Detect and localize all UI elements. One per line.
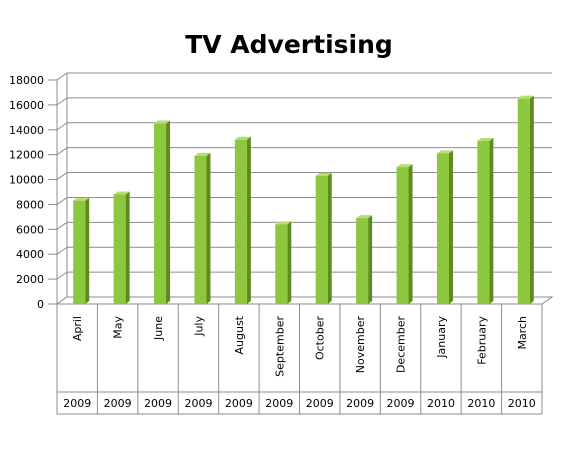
gridline-diag: [56, 271, 68, 280]
x-tick-label: November: [354, 316, 367, 374]
bar-top: [356, 215, 373, 219]
bar-top: [154, 120, 171, 124]
bar-side: [408, 164, 413, 304]
chart-title: TV Advertising: [185, 30, 393, 59]
gridline-diag: [56, 246, 68, 255]
bar-front: [477, 140, 490, 304]
gridline-diag: [56, 97, 68, 106]
y-tick-label: 2000: [16, 273, 44, 286]
bar-top: [275, 221, 292, 225]
x-year-label: 2010: [508, 397, 536, 410]
y-tick-label: 4000: [16, 248, 44, 261]
bar-front: [356, 218, 369, 304]
y-tick-label: 6000: [16, 223, 44, 236]
bar-top: [234, 136, 251, 140]
x-tick-label: June: [152, 316, 165, 341]
bar: [517, 95, 534, 305]
bar-side: [529, 95, 534, 305]
bar: [275, 221, 292, 304]
bar-top: [477, 137, 494, 141]
x-tick-label: January: [435, 316, 448, 359]
x-year-label: 2009: [387, 397, 415, 410]
x-tick-label: December: [395, 316, 408, 374]
bar-front: [113, 194, 126, 304]
bar-side: [206, 152, 211, 304]
bar-front: [436, 153, 449, 304]
x-year-label: 2009: [63, 397, 91, 410]
bar-front: [315, 175, 328, 304]
y-tick-label: 8000: [16, 198, 44, 211]
x-year-label: 2009: [265, 397, 293, 410]
bar-side: [246, 136, 251, 304]
x-year-label: 2009: [306, 397, 334, 410]
x-year-label: 2010: [427, 397, 455, 410]
x-year-label: 2009: [104, 397, 132, 410]
bar-front: [194, 155, 207, 304]
bar-top: [194, 152, 211, 156]
y-tick-label: 18000: [9, 74, 44, 87]
x-tick-label: July: [192, 316, 205, 337]
bar: [234, 136, 251, 304]
bar-front: [396, 167, 409, 304]
y-tick-label: 0: [37, 298, 44, 311]
x-year-label: 2010: [467, 397, 495, 410]
bar-top: [436, 150, 453, 154]
x-year-label: 2009: [346, 397, 374, 410]
bar-top: [113, 191, 130, 195]
y-tick-label: 16000: [9, 99, 44, 112]
gridline-diag: [56, 122, 68, 131]
x-year-label: 2009: [225, 397, 253, 410]
bar-top: [315, 172, 332, 176]
bar-side: [448, 150, 453, 304]
bar-front: [154, 123, 167, 304]
bar-front: [73, 200, 86, 304]
bar: [154, 120, 171, 304]
gridline-diag: [56, 147, 68, 156]
y-tick-label: 12000: [9, 149, 44, 162]
gridline-diag: [56, 72, 68, 81]
bar-side: [489, 137, 494, 304]
gridline-diag: [56, 221, 68, 230]
x-tick-label: March: [516, 316, 529, 350]
bar: [73, 197, 90, 304]
bar: [194, 152, 211, 304]
bar: [396, 164, 413, 304]
y-tick-label: 14000: [9, 124, 44, 137]
bar-side: [327, 172, 332, 304]
gridline-diag: [56, 197, 68, 205]
bar-top: [396, 164, 413, 168]
bar-side: [85, 197, 90, 304]
bar-front: [275, 224, 288, 304]
x-tick-label: April: [71, 316, 84, 341]
bar-side: [368, 215, 373, 304]
bar-side: [287, 221, 292, 304]
bar: [356, 215, 373, 304]
x-tick-label: August: [233, 315, 246, 354]
bar: [436, 150, 453, 304]
x-tick-label: October: [314, 316, 327, 360]
bar-top: [73, 197, 90, 201]
bar-side: [125, 191, 130, 304]
bar-side: [166, 120, 171, 304]
x-year-label: 2009: [184, 397, 212, 410]
x-tick-label: February: [475, 316, 488, 365]
bar: [113, 191, 130, 304]
x-year-label: 2009: [144, 397, 172, 410]
bar-front: [517, 98, 530, 305]
x-tick-label: May: [112, 316, 125, 339]
x-tick-label: September: [273, 316, 286, 377]
bar: [315, 172, 332, 304]
gridline-diag: [56, 172, 68, 180]
bar-front: [234, 139, 247, 304]
y-tick-label: 10000: [9, 174, 44, 187]
bar: [477, 137, 494, 304]
bar-top: [517, 95, 534, 99]
